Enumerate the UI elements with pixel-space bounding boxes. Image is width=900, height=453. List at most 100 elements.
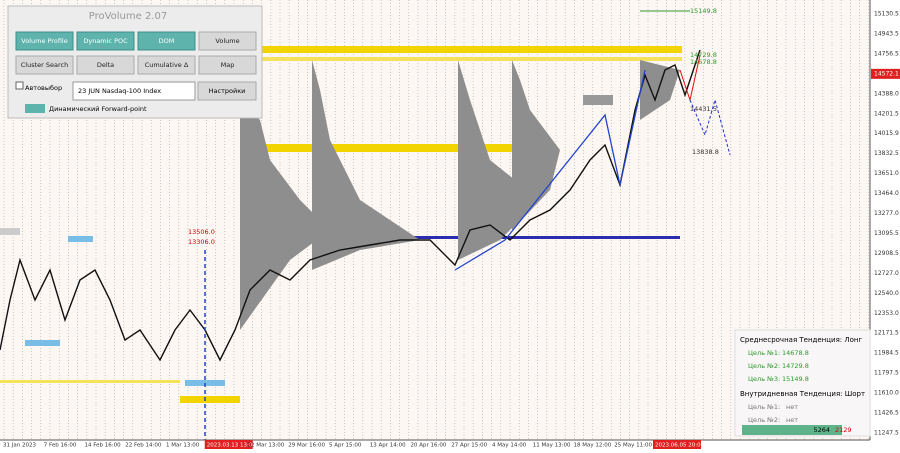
time-labels: 31 Jan 2023 7 Feb 16:00 14 Feb 16:00 22 Feb…: [3, 440, 705, 449]
price-label: 14943.5: [874, 30, 899, 37]
target-label: Цель №1:: [748, 403, 780, 411]
volume-band: [262, 57, 682, 61]
tool-button-label[interactable]: Delta: [97, 61, 114, 69]
price-label: 12353.0: [874, 310, 899, 317]
price-label: 11984.5: [874, 350, 899, 357]
volume-profile: [512, 60, 560, 230]
tool-button[interactable]: [76, 31, 135, 51]
price-label: 11610.0: [874, 390, 899, 397]
tool-button-label[interactable]: Dynamic POC: [83, 37, 128, 45]
time-marker: [204, 440, 253, 449]
price-marker: [871, 68, 900, 79]
settings-button[interactable]: [197, 81, 257, 101]
time-label: 4 May 14:00: [492, 443, 527, 449]
instrument-select[interactable]: [72, 81, 196, 101]
target-label: Цель №1:: [748, 349, 780, 357]
price-label: 12908.5: [874, 250, 899, 257]
button-group: Volume Profile Dynamic POC DOM Volume Cluste…: [15, 31, 257, 75]
tool-button-label[interactable]: Cluster Search: [21, 61, 68, 69]
volume-profile: [640, 60, 680, 120]
level-label: 14729.8: [690, 51, 717, 59]
tool-button-label[interactable]: Map: [221, 61, 235, 69]
poc-line: [340, 236, 680, 239]
time-label: 11 May 13:00: [533, 443, 571, 449]
time-axis: [0, 440, 870, 449]
volume-band: [0, 228, 20, 235]
price-axis: [870, 0, 900, 449]
panel-title: ProVolume 2.07: [89, 11, 168, 22]
time-label: 18 May 12:00: [574, 443, 612, 449]
price-label: 14572.1: [874, 70, 899, 77]
footer-value: 2129: [835, 426, 852, 434]
instrument[interactable]: 23 JUN Nasdaq-100 Index: [78, 87, 161, 95]
checkbox[interactable]: [15, 81, 24, 90]
level-label: 13506.0: [188, 228, 215, 236]
price-label: 12540.0: [874, 290, 899, 297]
level-label: 13838.8: [692, 148, 719, 156]
time-label: 14 Feb 16:00: [85, 443, 122, 449]
price-label: 11797.5: [874, 370, 899, 377]
price-labels: 15130.5 14943.5 14756.5 14572.1 14388.0 14201…: [871, 11, 900, 437]
price-label: 14388.0: [874, 90, 899, 97]
target-label: Цель №2:: [748, 362, 780, 370]
time-label: 22 Feb 14:00: [125, 443, 162, 449]
level-label: 14678.8: [690, 58, 717, 66]
tool-button[interactable]: [15, 31, 74, 51]
volume-band: [0, 380, 180, 383]
tool-button[interactable]: [76, 55, 135, 75]
time-label: 13 Apr 14:00: [370, 443, 406, 449]
toggle[interactable]: [25, 104, 45, 113]
footer-bar: [742, 425, 842, 435]
target-value: 15149.8: [782, 375, 809, 383]
time-label: 7 Feb 16:00: [44, 443, 77, 449]
grid: [3, 0, 870, 440]
level-label: 14431.5: [690, 105, 717, 113]
level-label: 15149.8: [690, 7, 717, 15]
price-label: 14201.5: [874, 110, 899, 117]
tool-button-label[interactable]: Volume: [215, 37, 239, 45]
price-label: 13277.0: [874, 210, 899, 217]
price-label: 13464.0: [874, 190, 899, 197]
volume-profile: [240, 100, 330, 330]
checkbox-label[interactable]: Автовыбор: [25, 84, 62, 92]
settings-label[interactable]: Настройки: [209, 87, 246, 95]
volume-band: [25, 340, 60, 346]
volume-band: [240, 144, 540, 152]
price-label: 13095.5: [874, 230, 899, 237]
time-label: 5 Apr 15:00: [329, 443, 362, 449]
forward-label[interactable]: Динамический Forward-point: [49, 105, 147, 113]
volume-profile: [583, 95, 613, 105]
time-label: 27 Apr 15:00: [451, 443, 487, 449]
tool-button-label[interactable]: Cumulative Δ: [145, 61, 189, 69]
price-label: 15130.5: [874, 11, 899, 18]
target-label: Цель №2:: [748, 416, 780, 424]
price-label: 11426.5: [874, 410, 899, 417]
tool-button-label[interactable]: DOM: [159, 37, 175, 45]
trend-heading: Внутридневная Тенденция: Шорт: [740, 390, 865, 398]
tool-button[interactable]: [15, 55, 74, 75]
footer-value: 5264: [813, 426, 830, 434]
trend-panel: [734, 329, 871, 437]
tool-button[interactable]: [198, 55, 257, 75]
volume-band: [180, 396, 240, 403]
volume-profile: [312, 60, 420, 270]
target-label: Цель №3:: [748, 375, 780, 383]
level-label: 13306.0: [188, 238, 215, 246]
tool-button[interactable]: [198, 31, 257, 51]
price-label: 11247.5: [874, 430, 899, 437]
time-label: 31 Jan 2023: [3, 443, 36, 449]
price-label: 12727.0: [874, 270, 899, 277]
time-label: 29 Mar 16:00: [288, 443, 325, 449]
price-label: 13651.0: [874, 170, 899, 177]
price-label: 14756.5: [874, 50, 899, 57]
tool-button[interactable]: [137, 31, 196, 51]
price-label: 13832.5: [874, 150, 899, 157]
target-value: 14678.8: [782, 349, 809, 357]
time-marker: [653, 440, 701, 449]
tool-button[interactable]: [137, 55, 196, 75]
time-label: 22 Mar 13:00: [248, 443, 285, 449]
tool-button-label[interactable]: Volume Profile: [21, 37, 67, 45]
target-value: 14729.8: [782, 362, 809, 370]
